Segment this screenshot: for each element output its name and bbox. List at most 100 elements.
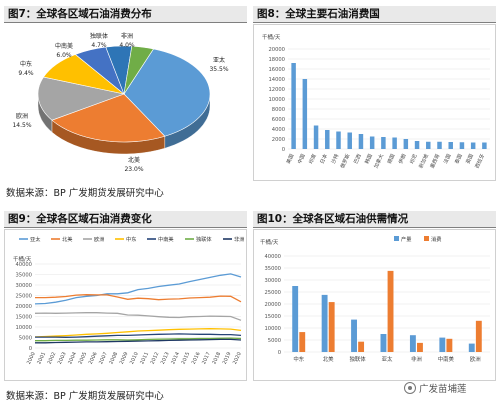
wechat-icon: [404, 382, 416, 394]
xtick-label-5: 2005: [77, 351, 88, 365]
ytick-label-3: 6000: [272, 117, 285, 123]
ytick-label-1: 5000: [19, 336, 32, 342]
legend-swatch-0: [394, 236, 399, 241]
ytick-label-2: 10000: [264, 326, 281, 332]
bar-产量-1: [321, 294, 328, 352]
bar-产量-5: [439, 337, 446, 352]
legend-label-3: 中东: [126, 235, 136, 243]
fig7-pie-chart: 亚太 35.5% 北美 23.0% 欧洲 14.5% 中东 9.4% 中南美 6.0% 独联体 4.7…: [12, 32, 228, 173]
xtick-label-12: 2012: [150, 351, 161, 365]
pie-slice-1: [51, 93, 166, 143]
fig9-ylabel: 千桶/天: [13, 255, 32, 263]
series-line-6: [35, 338, 242, 344]
legend-label-1: 消费: [431, 235, 441, 243]
pie-label-5-1: 4.7%: [91, 42, 107, 49]
xtick-label-10: 伊朗: [397, 153, 408, 165]
xtick-label-15: 2015: [180, 351, 191, 365]
xtick-label-0: 美国: [285, 153, 296, 165]
ytick-label-1: 2000: [272, 137, 285, 143]
fig9-title: 图9：全球各区域石油消费变化: [4, 211, 247, 228]
pie-label-6-0: 非洲: [121, 32, 133, 40]
bar-15: [459, 142, 465, 149]
xtick-label-3: 亚太: [382, 355, 393, 363]
ytick-label-5: 25000: [15, 294, 32, 300]
xtick-label-5: 中南美: [438, 355, 455, 363]
bar-13: [437, 141, 442, 149]
legend-label-1: 北美: [62, 235, 72, 243]
xtick-label-1: 2001: [36, 351, 47, 365]
bar-11: [414, 141, 420, 149]
ytick-label-6: 30000: [15, 283, 32, 289]
series-line-3: [34, 328, 242, 338]
pie-label-6-1: 4.0%: [119, 42, 135, 49]
fig9-line-chart: 千桶/天 0 5000 10000 15000 20000 25000 30000 35000 4…: [13, 235, 244, 365]
bar-消费-6: [475, 320, 482, 352]
xtick-label-11: 印尼: [408, 153, 419, 165]
bar-5: [347, 132, 352, 149]
xtick-label-2: 独联体: [349, 355, 366, 363]
legend-label-2: 欧洲: [94, 235, 104, 243]
ytick-label-6: 12000: [268, 87, 285, 93]
xtick-label-4: 沙特: [330, 153, 341, 165]
xtick-label-0: 中东: [293, 355, 304, 363]
xtick-label-8: 2008: [108, 351, 119, 365]
fig8-ylabel: 千桶/天: [262, 33, 281, 41]
bar-产量-0: [292, 286, 299, 352]
pie-label-3-0: 中东: [20, 60, 32, 68]
pie-slice-2: [37, 76, 126, 121]
ytick-label-8: 40000: [15, 262, 32, 268]
bar-16: [470, 142, 476, 149]
bar-3: [325, 130, 330, 149]
ytick-label-6: 30000: [264, 278, 281, 284]
pie-label-5-0: 独联体: [90, 32, 108, 40]
xtick-label-12: 新加坡: [417, 153, 430, 170]
xtick-label-3: 2003: [57, 351, 68, 365]
xtick-label-18: 2018: [211, 351, 222, 365]
xtick-label-6: 欧洲: [470, 355, 481, 363]
ytick-label-5: 25000: [264, 290, 281, 296]
xtick-label-6: 巴西: [353, 153, 363, 165]
ytick-label-2: 4000: [272, 127, 285, 133]
pie-label-0-1: 35.5%: [209, 66, 228, 73]
xtick-label-1: 中国: [296, 153, 307, 165]
source-note-top: 数据来源：BP 广发期货发展研究中心: [6, 188, 164, 199]
xtick-label-0: 2000: [26, 351, 37, 365]
ytick-label-5: 10000: [268, 97, 285, 103]
bar-产量-2: [351, 319, 357, 352]
ytick-label-9: 18000: [268, 57, 285, 63]
bar-2: [313, 125, 319, 149]
pie-label-3-1: 9.4%: [18, 70, 34, 77]
bar-17: [482, 142, 487, 149]
xtick-label-7: 2007: [98, 351, 109, 365]
ytick-label-4: 8000: [272, 107, 285, 113]
fig7-panel: 亚太 35.5% 北美 23.0% 欧洲 14.5% 中东 9.4% 中南美 6.0% 独联体 4.7…: [4, 24, 247, 181]
legend-label-0: 产量: [401, 235, 411, 243]
ytick-label-10: 20000: [268, 47, 285, 53]
bar-12: [426, 141, 431, 149]
bar-4: [336, 131, 341, 149]
xtick-label-2: 印度: [307, 153, 318, 165]
xtick-label-7: 韩国: [363, 153, 374, 165]
xtick-label-9: 2009: [119, 351, 130, 365]
ytick-label-1: 5000: [268, 338, 281, 344]
xtick-label-19: 2019: [222, 351, 233, 365]
series-line-1: [35, 294, 242, 303]
xtick-label-14: 法国: [442, 153, 453, 165]
xtick-label-15: 泰国: [453, 153, 464, 165]
ytick-label-8: 40000: [264, 254, 281, 260]
bar-消费-4: [417, 342, 423, 352]
xtick-label-20: 2020: [232, 351, 243, 365]
xtick-label-4: 2004: [67, 351, 78, 365]
xtick-label-16: 英国: [464, 153, 475, 165]
bar-产量-4: [409, 335, 416, 352]
bar-0: [291, 63, 296, 149]
ytick-label-2: 10000: [15, 325, 32, 331]
xtick-label-16: 2016: [191, 351, 202, 365]
series-line-2: [34, 312, 242, 321]
xtick-label-5: 俄罗斯: [339, 153, 352, 170]
legend-label-0: 亚太: [30, 235, 41, 243]
bar-8: [381, 137, 386, 149]
pie-slice-0: [123, 48, 211, 137]
xtick-label-10: 2010: [129, 351, 140, 365]
pie-slice-6: [123, 45, 154, 95]
